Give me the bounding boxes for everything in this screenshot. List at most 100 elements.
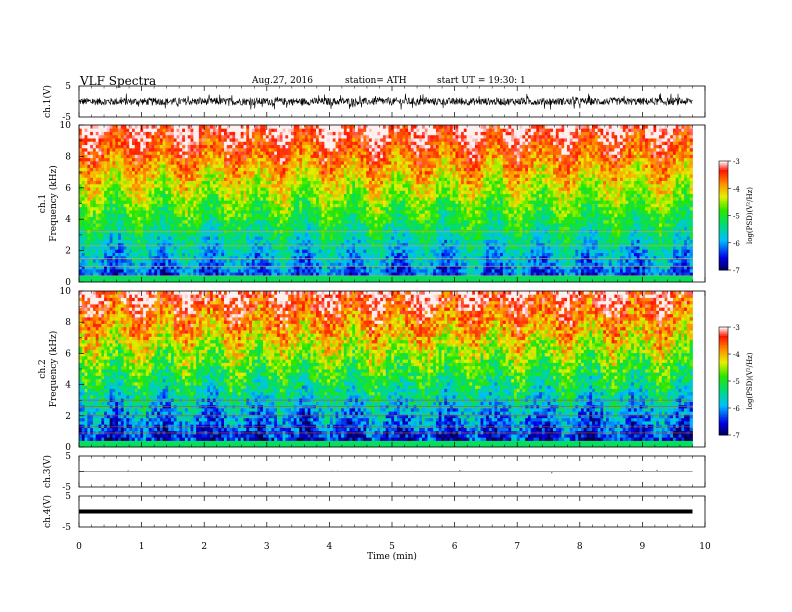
spectrogram-cell <box>336 171 339 175</box>
spectrogram-cell <box>138 154 141 158</box>
spectrogram-cell <box>271 259 274 263</box>
spectrogram-cell <box>104 181 107 185</box>
spectrogram-cell <box>338 194 341 198</box>
spectrogram-cell <box>104 190 107 194</box>
spectrogram-cell <box>305 148 308 152</box>
spectrogram-cell <box>274 132 277 136</box>
spectrogram-cell <box>241 174 244 178</box>
spectrogram-cell <box>154 177 157 181</box>
spectrogram-cell <box>204 249 207 253</box>
spectrogram-cell <box>260 217 263 221</box>
spectrogram-cell <box>294 213 297 217</box>
spectrogram-cell <box>171 174 174 178</box>
spectrogram-cell <box>118 239 121 243</box>
spectrogram-cell <box>336 125 339 129</box>
spectrogram-cell <box>107 128 110 132</box>
spectrogram-cell <box>297 181 300 185</box>
spectrogram-cell <box>202 187 205 191</box>
spectrogram-cell <box>146 259 149 263</box>
spectrogram-cell <box>249 253 252 257</box>
spectrogram-cell <box>112 210 115 214</box>
spectrogram-cell <box>115 269 118 273</box>
spectrogram-cell <box>196 207 199 211</box>
spectrogram-cell <box>104 272 107 276</box>
spectrogram-cell <box>193 128 196 132</box>
spectrogram-cell <box>202 148 205 152</box>
spectrogram-cell <box>185 171 188 175</box>
spectrogram-cell <box>232 220 235 224</box>
spectrogram-cell <box>182 233 185 237</box>
spectrogram-cell <box>327 272 330 276</box>
spectrogram-cell <box>199 269 202 273</box>
spectrogram-cell <box>82 194 85 198</box>
spectrogram-cell <box>266 177 269 181</box>
spectrogram-cell <box>160 194 163 198</box>
spectrogram-cell <box>121 197 124 201</box>
spectrogram-cell <box>193 253 196 257</box>
spectrogram-cell <box>110 197 113 201</box>
spectrogram-cell <box>349 262 352 266</box>
spectrogram-cell <box>324 154 327 158</box>
spectrogram-cell <box>213 184 216 188</box>
spectrogram-cell <box>322 197 325 201</box>
spectrogram-cell <box>196 158 199 162</box>
spectrogram-cell <box>210 138 213 142</box>
spectrogram-cell <box>126 190 129 194</box>
spectrogram-cell <box>157 168 160 172</box>
spectrogram-cell <box>87 220 90 224</box>
spectrogram-cell <box>182 168 185 172</box>
spectrogram-cell <box>252 236 255 240</box>
spectrogram-cell <box>107 151 110 155</box>
spectrogram-cell <box>227 138 230 142</box>
spectrogram-cell <box>152 151 155 155</box>
spectrogram-cell <box>305 220 308 224</box>
spectrogram-cell <box>266 187 269 191</box>
spectrogram-cell <box>269 151 272 155</box>
spectrogram-cell <box>266 128 269 132</box>
spectrogram-cell <box>143 187 146 191</box>
spectrogram-cell <box>82 239 85 243</box>
spectrogram-cell <box>271 154 274 158</box>
spectrogram-cell <box>149 148 152 152</box>
spectrogram-cell <box>138 246 141 250</box>
spectrogram-cell <box>269 145 272 149</box>
spectrogram-cell <box>310 236 313 240</box>
spectrogram-cell <box>338 204 341 208</box>
spectrogram-cell <box>216 204 219 208</box>
spectrogram-cell <box>210 135 213 139</box>
spectrogram-cell <box>218 226 221 230</box>
spectrogram-cell <box>341 207 344 211</box>
spectrogram-cell <box>124 259 127 263</box>
spectrogram-cell <box>191 135 194 139</box>
spectrogram-cell <box>266 269 269 273</box>
spectrogram-cell <box>96 259 99 263</box>
spectrogram-cell <box>216 177 219 181</box>
spectrogram-cell <box>202 161 205 165</box>
spectrogram-cell <box>288 151 291 155</box>
spectrogram-cell <box>333 187 336 191</box>
spectrogram-cell <box>224 253 227 257</box>
spectrogram-cell <box>336 187 339 191</box>
spectrogram-cell <box>244 125 247 129</box>
spectrogram-cell <box>121 256 124 260</box>
spectrogram-cell <box>252 249 255 253</box>
spectrogram-cell <box>101 197 104 201</box>
spectrogram-cell <box>333 135 336 139</box>
spectrogram-cell <box>252 269 255 273</box>
spectrogram-cell <box>297 197 300 201</box>
spectrogram-cell <box>361 272 364 276</box>
spectrogram-cell <box>230 190 233 194</box>
spectrogram-cell <box>174 200 177 204</box>
spectrogram-cell <box>204 158 207 162</box>
spectrogram-cell <box>196 151 199 155</box>
spectrogram-cell <box>104 135 107 139</box>
spectrogram-cell <box>182 246 185 250</box>
spectrogram-cell <box>341 204 344 208</box>
spectrogram-cell <box>79 210 82 214</box>
spectrogram-cell <box>283 145 286 149</box>
spectrogram-cell <box>157 236 160 240</box>
spectrogram-cell <box>352 184 355 188</box>
spectrogram-cell <box>230 262 233 266</box>
spectrogram-cell <box>160 253 163 257</box>
spectrogram-cell <box>99 226 102 230</box>
